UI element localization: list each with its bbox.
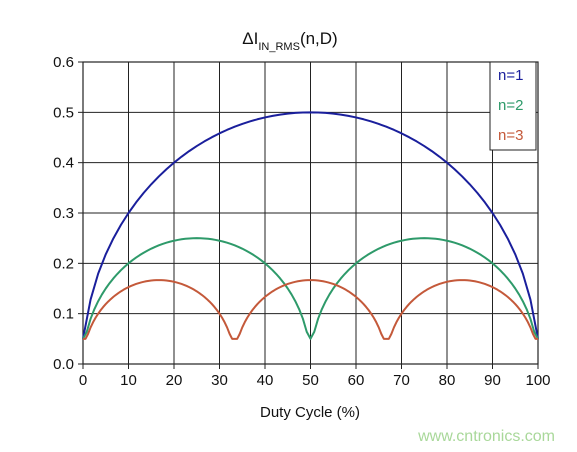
series-line-n2	[82, 237, 539, 340]
x-tick-label-9: 90	[484, 372, 501, 389]
series-line-n1	[82, 111, 539, 340]
y-tick-labels: 0.0 0.1 0.2 0.3 0.4 0.5 0.6	[53, 54, 74, 373]
chart-title-main: ΔI	[242, 29, 258, 48]
series-line-n3	[83, 279, 538, 340]
grid-layer	[78, 61, 539, 369]
y-tick-label-5: 0.5	[53, 104, 74, 121]
y-tick-label-3: 0.3	[53, 205, 74, 222]
x-tick-label-7: 70	[393, 372, 410, 389]
y-tick-label-0: 0.0	[53, 356, 74, 373]
x-tick-label-4: 40	[257, 372, 274, 389]
y-tick-label-1: 0.1	[53, 306, 74, 323]
series-layer	[82, 111, 539, 340]
chart-title: ΔIIN_RMS(n,D)	[242, 29, 337, 53]
y-tick-label-6: 0.6	[53, 54, 74, 71]
x-tick-labels: 0 10 20 30 40 50 60 70 80 90 100	[79, 372, 551, 389]
x-tick-label-1: 10	[120, 372, 137, 389]
x-tick-label-10: 100	[525, 372, 550, 389]
legend-box	[489, 61, 537, 151]
y-tick-label-2: 0.2	[53, 255, 74, 272]
legend-entry-n2: n=2	[498, 97, 523, 114]
x-tick-label-3: 30	[211, 372, 228, 389]
x-axis-label: Duty Cycle (%)	[260, 404, 360, 421]
chart-title-suffix: (n,D)	[300, 29, 338, 48]
x-tick-label-8: 80	[439, 372, 456, 389]
legend-entry-n3: n=3	[498, 127, 523, 144]
legend-entry-n1: n=1	[498, 67, 523, 84]
legend: n=1 n=2 n=3	[489, 61, 537, 151]
y-tick-label-4: 0.4	[53, 155, 74, 172]
x-tick-label-2: 20	[166, 372, 183, 389]
chart-title-subscript: IN_RMS	[258, 41, 300, 53]
x-tick-label-6: 60	[348, 372, 365, 389]
watermark: www.cntronics.com	[417, 428, 555, 445]
plot-frame	[82, 61, 539, 365]
x-tick-label-5: 50	[302, 372, 319, 389]
x-tick-label-0: 0	[79, 372, 87, 389]
